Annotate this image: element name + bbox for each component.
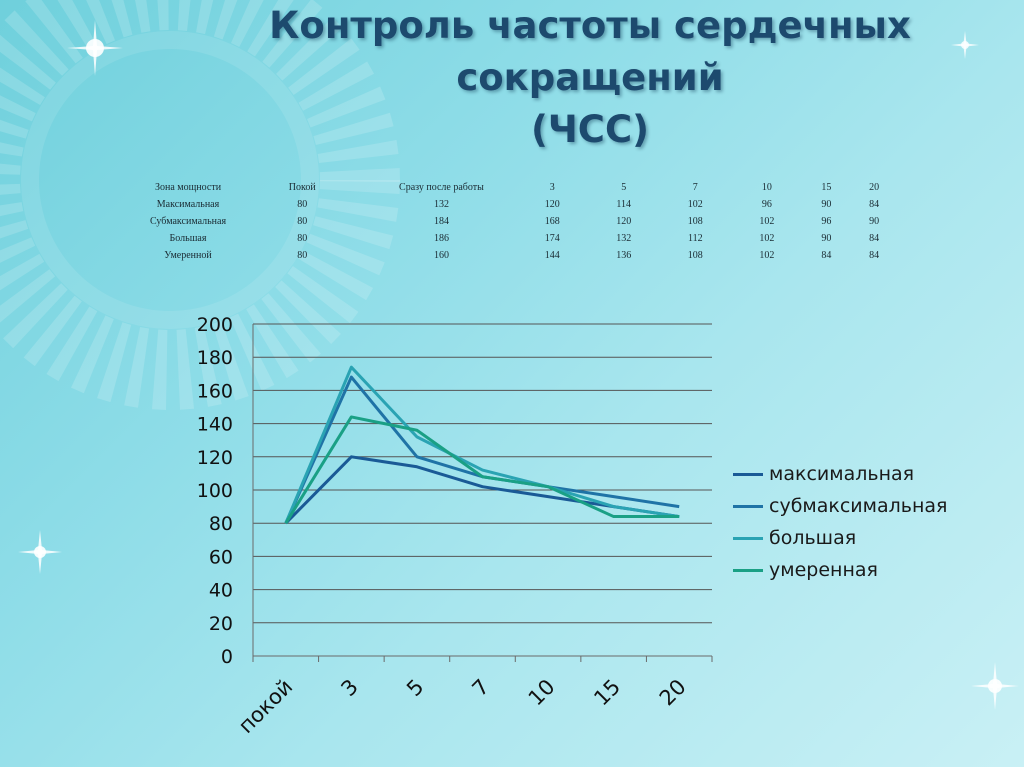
table-cell: 120	[616, 216, 632, 227]
x-tick-label: покой	[234, 675, 297, 738]
legend-item: субмаксимальная	[733, 490, 947, 522]
series-line	[284, 375, 680, 524]
table-row: Максимальная 80 132 120 114 102 96 90 84	[138, 199, 898, 216]
legend-label: большая	[769, 527, 857, 549]
legend-swatch	[733, 504, 763, 508]
y-tick-label: 0	[221, 646, 233, 668]
table-header-cell: Сразу после работы	[399, 182, 484, 193]
table-cell: 96	[821, 216, 832, 227]
x-tick-label: 7	[468, 675, 494, 701]
title-line-2: сокращений	[456, 56, 724, 99]
x-tick-label: 20	[655, 675, 691, 711]
table-cell: 168	[544, 216, 560, 227]
legend-swatch	[733, 536, 763, 540]
y-tick-label: 80	[209, 513, 233, 535]
table-row: Умеренной 80 160 144 136 108 102 84 84	[138, 250, 898, 267]
heart-rate-table: Зона мощности Покой Сразу после работы 3…	[138, 182, 898, 267]
table-cell: 90	[821, 199, 832, 210]
table-cell: 80	[297, 250, 308, 261]
x-tick-label: 3	[336, 675, 362, 701]
legend-item: большая	[733, 522, 947, 554]
table-cell: 90	[869, 216, 880, 227]
legend-swatch	[733, 568, 763, 572]
table-header-row: Зона мощности Покой Сразу после работы 3…	[138, 182, 898, 199]
table-cell: 114	[616, 199, 632, 210]
chart-legend: максимальная субмаксимальная большая уме…	[733, 458, 947, 586]
table-cell: 102	[759, 216, 775, 227]
table-header-cell: 10	[761, 182, 772, 193]
table-cell: Большая	[169, 233, 207, 244]
table-header-cell: Покой	[288, 182, 316, 193]
title-line-1: Контроль частоты сердечных	[269, 4, 911, 47]
table-cell: Умеренной	[164, 250, 212, 261]
y-tick-label: 120	[197, 447, 233, 469]
table-cell: 132	[616, 233, 632, 244]
y-tick-label: 20	[209, 613, 233, 635]
table-cell: 80	[297, 199, 308, 210]
table-header-cell: Зона мощности	[154, 182, 222, 193]
y-tick-label: 180	[197, 347, 233, 369]
table-header-cell: 3	[549, 182, 555, 193]
slide-title: Контроль частоты сердечных сокращений (Ч…	[0, 0, 1024, 156]
legend-label: субмаксимальная	[769, 495, 948, 517]
legend-label: максимальная	[769, 463, 915, 485]
legend-swatch	[733, 472, 763, 476]
series-line	[284, 415, 680, 524]
table-cell: 80	[297, 233, 308, 244]
title-line-3: (ЧСС)	[530, 108, 650, 151]
y-tick-label: 200	[197, 314, 233, 336]
y-tick-label: 40	[209, 580, 233, 602]
table-cell: 184	[433, 216, 449, 227]
table-cell: 136	[616, 250, 632, 261]
x-tick-label: 5	[402, 675, 428, 701]
series-line	[284, 365, 680, 524]
table-cell: 132	[433, 199, 449, 210]
legend-label: умеренная	[769, 559, 878, 581]
table-cell: 108	[687, 250, 703, 261]
table-cell: 80	[297, 216, 308, 227]
table-cell: 102	[687, 199, 703, 210]
y-tick-label: 60	[209, 546, 233, 568]
table-cell: 174	[544, 233, 560, 244]
y-tick-label: 140	[197, 414, 233, 436]
table-cell: 112	[687, 233, 703, 244]
table-header-cell: 5	[621, 182, 627, 193]
table-cell: 102	[759, 250, 775, 261]
x-tick-label: 15	[589, 675, 625, 711]
y-tick-label: 160	[197, 380, 233, 402]
table-row: Большая 80 186 174 132 112 102 90 84	[138, 233, 898, 250]
table-cell: 186	[433, 233, 449, 244]
table-cell: 120	[544, 199, 560, 210]
table-header-cell: 20	[869, 182, 880, 193]
table-cell: 84	[869, 250, 880, 261]
table-cell: 160	[433, 250, 449, 261]
table-cell: 84	[869, 199, 880, 210]
table-cell: 84	[821, 250, 832, 261]
table-cell: 102	[759, 233, 775, 244]
legend-item: умеренная	[733, 554, 947, 586]
table-header-cell: 15	[821, 182, 832, 193]
table-cell: Максимальная	[156, 199, 220, 210]
table-cell: 144	[544, 250, 560, 261]
table-cell: 90	[821, 233, 832, 244]
table-cell: Субмаксимальная	[149, 216, 227, 227]
table-cell: 108	[687, 216, 703, 227]
legend-item: максимальная	[733, 458, 947, 490]
table-cell: 84	[869, 233, 880, 244]
table-header-cell: 7	[692, 182, 698, 193]
table-cell: 96	[761, 199, 772, 210]
x-tick-label: 10	[524, 675, 560, 711]
table-row: Субмаксимальная 80 184 168 120 108 102 9…	[138, 216, 898, 233]
y-tick-label: 100	[197, 480, 233, 502]
